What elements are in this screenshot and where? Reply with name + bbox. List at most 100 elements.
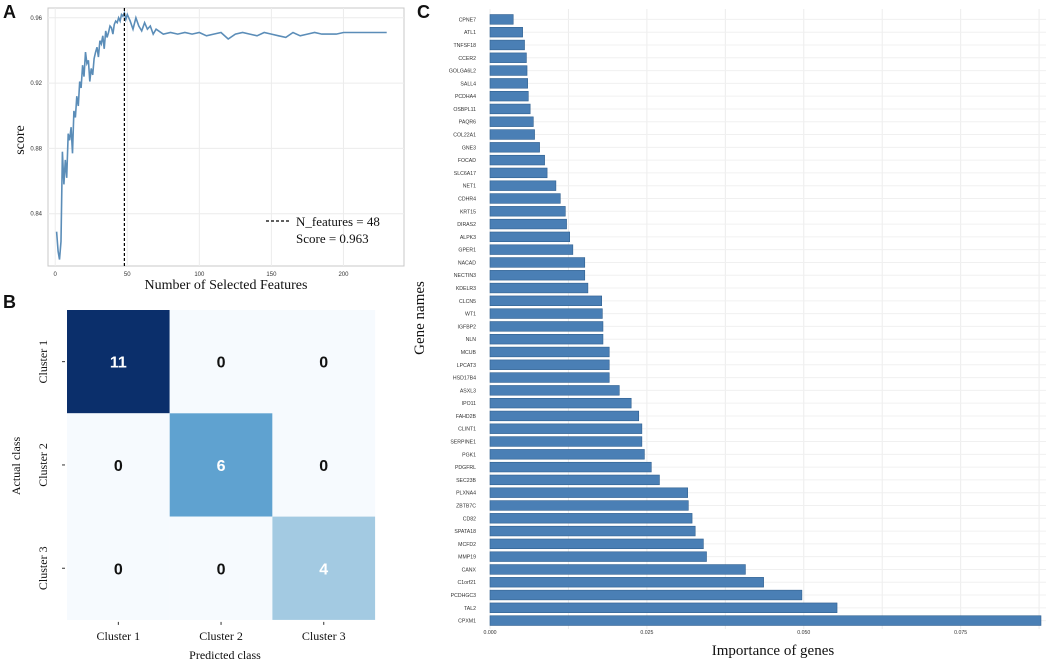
tick-labels-a: 0 50 100 150 200 0.84 0.88 0.92 0.96 bbox=[30, 16, 349, 278]
bar-clcn5 bbox=[489, 295, 603, 306]
heatmap-cell bbox=[169, 413, 273, 517]
heatmap-cell-value: 11 bbox=[110, 355, 127, 372]
gene-label: ATL1 bbox=[464, 30, 476, 36]
heatmap-cell bbox=[272, 516, 376, 620]
gene-label: CLCN5 bbox=[459, 299, 476, 305]
gene-label: CPNE7 bbox=[459, 17, 476, 23]
x-tick-label: 0.000 bbox=[484, 630, 497, 636]
heatmap-cells: 11 0 0 0 6 0 0 0 4 bbox=[67, 310, 376, 620]
bar-fahd2b bbox=[489, 410, 640, 422]
bar-ccer2 bbox=[489, 52, 527, 63]
x-tick-label: 0.025 bbox=[640, 630, 653, 636]
bar-mcfd2 bbox=[489, 538, 704, 550]
x-axis-title-b: Predicted class bbox=[189, 648, 261, 662]
heatmap-axis-labels: Cluster 1 Cluster 2 Cluster 3 Cluster 1 Clus… bbox=[36, 340, 346, 643]
heatmap-cell bbox=[67, 310, 170, 414]
bar-pgk1 bbox=[489, 449, 645, 460]
gene-label: GNE3 bbox=[462, 145, 476, 151]
bar-col22a1 bbox=[489, 129, 535, 140]
gene-label: NET1 bbox=[463, 184, 476, 190]
bar-hsd17b4 bbox=[489, 372, 610, 383]
x-tick-label: 200 bbox=[338, 272, 349, 278]
gene-label: LPCAT3 bbox=[457, 363, 476, 369]
bar-net1 bbox=[489, 180, 557, 191]
y-axis-title-c: Gene names bbox=[412, 281, 428, 355]
bar-plxna4 bbox=[489, 487, 688, 498]
gene-label: DIRAS2 bbox=[457, 222, 476, 228]
gene-label: WT1 bbox=[465, 312, 476, 318]
bar-lpcat3 bbox=[489, 359, 610, 370]
heatmap-cell bbox=[169, 516, 273, 620]
heatmap-cell-value: 0 bbox=[319, 458, 328, 475]
legend-score: Score = 0.963 bbox=[296, 231, 369, 246]
bar-pcdha4 bbox=[489, 90, 529, 102]
gene-label: HSD17B4 bbox=[453, 376, 476, 382]
panel-label-a: A bbox=[3, 2, 16, 22]
bar-pcdhgc3 bbox=[489, 589, 803, 601]
gene-label: MCFD2 bbox=[458, 542, 476, 548]
gene-label: COL22A1 bbox=[453, 133, 476, 139]
gene-label: TAL2 bbox=[464, 606, 476, 612]
bar-sec23b bbox=[489, 474, 660, 486]
heatmap-cell bbox=[272, 310, 376, 414]
gene-label: CD82 bbox=[463, 516, 476, 522]
bar-wt1 bbox=[489, 308, 603, 319]
gene-label: CCER2 bbox=[458, 56, 476, 62]
gene-label: CLINT1 bbox=[458, 427, 476, 433]
panel-label-c: C bbox=[417, 2, 430, 22]
y-tick-label: 0.84 bbox=[30, 212, 42, 218]
heatmap-cell-value: 0 bbox=[319, 355, 328, 372]
gene-label: IPO11 bbox=[462, 401, 476, 407]
gene-label: NECTIN3 bbox=[454, 273, 476, 279]
bar-krt15 bbox=[489, 206, 566, 217]
gene-label: MMP19 bbox=[458, 555, 476, 561]
bar-paqr6 bbox=[489, 116, 534, 127]
heatmap-cell-value: 6 bbox=[217, 458, 226, 475]
x-tick-label: 0 bbox=[54, 272, 58, 278]
gene-label: KRT15 bbox=[460, 209, 476, 215]
confusion-matrix-heatmap: 11 0 00 6 00 0 4 Cluster 1 Cluster 2 Cluster 3Cl… bbox=[9, 310, 376, 662]
bar-nectin3 bbox=[489, 270, 586, 281]
y-tick-label: 0.88 bbox=[30, 146, 42, 152]
gene-label: SEC23B bbox=[456, 478, 476, 484]
gene-label: IGFBP2 bbox=[458, 324, 477, 330]
bar-gper1 bbox=[489, 244, 574, 255]
bar-gne3 bbox=[489, 142, 540, 153]
bar-asxl3 bbox=[489, 385, 620, 396]
gene-label: PGK1 bbox=[462, 452, 476, 458]
heatmap-cell-value: 0 bbox=[217, 561, 226, 578]
gene-importance-bar-chart: CPNE7 ATL1 TNFSF18 CCER2 GOLGA6L2 SALL4 PCDHA4… bbox=[412, 9, 1046, 659]
x-category-label: Cluster 3 bbox=[302, 629, 346, 643]
y-axis-title-b: Actual class bbox=[9, 437, 23, 496]
gene-label: KDELR3 bbox=[456, 286, 476, 292]
gene-label: NLN bbox=[466, 337, 477, 343]
gridlines-a bbox=[48, 8, 404, 266]
gene-label: CPXM1 bbox=[458, 619, 476, 625]
gene-label: CANX bbox=[462, 567, 477, 573]
gene-label: ASXL3 bbox=[460, 388, 476, 394]
gene-label: ALPK3 bbox=[460, 235, 476, 241]
bar-alpk3 bbox=[489, 231, 570, 243]
bar-nln bbox=[489, 334, 604, 345]
bar-spata18 bbox=[489, 525, 696, 537]
plot-area-a bbox=[47, 7, 405, 267]
gene-label: SLC6A17 bbox=[454, 171, 476, 177]
y-tick-label: 0.92 bbox=[30, 81, 42, 87]
gene-label: SERPINE1 bbox=[450, 440, 476, 446]
gene-label: OSBPL11 bbox=[453, 107, 476, 113]
gene-label: CDHR4 bbox=[458, 196, 476, 202]
bar-kdelr3 bbox=[489, 282, 589, 294]
bar-cdhr4 bbox=[489, 193, 561, 204]
gene-label: PAQR6 bbox=[459, 120, 476, 126]
heatmap-cell bbox=[169, 310, 273, 414]
x-tick-label: 150 bbox=[266, 272, 277, 278]
panel-label-b: B bbox=[3, 292, 16, 312]
gene-label: PLXNA4 bbox=[456, 491, 476, 497]
y-axis-title-a: score bbox=[13, 125, 28, 155]
y-category-label: Cluster 1 bbox=[36, 340, 50, 384]
bar-atl1 bbox=[489, 27, 523, 38]
bar-serpine1 bbox=[489, 436, 643, 447]
x-tick-label: 0.050 bbox=[797, 630, 810, 636]
bar-canx bbox=[489, 564, 746, 575]
x-category-label: Cluster 2 bbox=[199, 629, 243, 643]
